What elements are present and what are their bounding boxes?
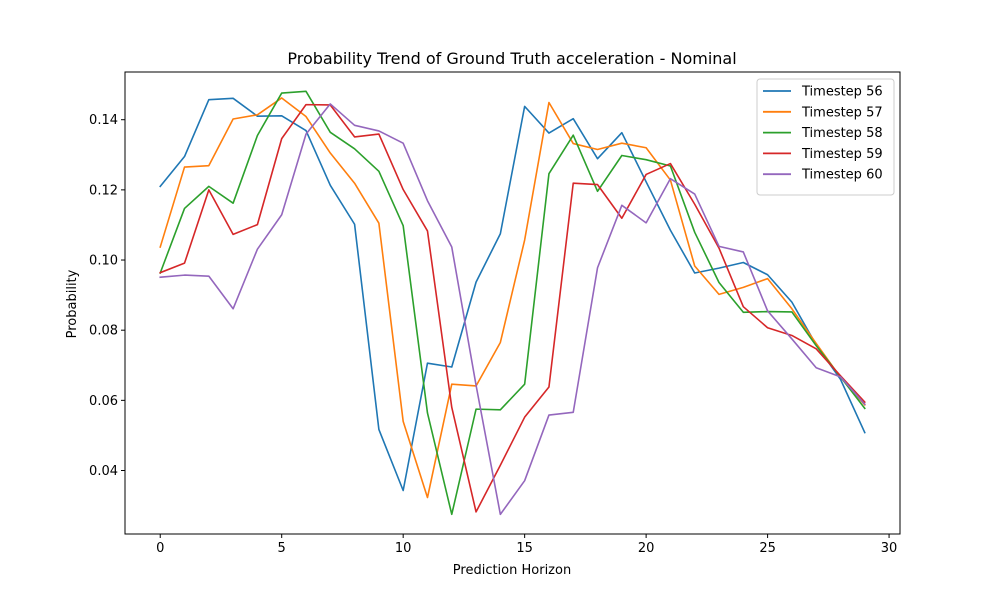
- x-tick-label-2: 10: [395, 541, 412, 556]
- legend-label-2: Timestep 58: [801, 126, 883, 141]
- series-line-3: [159, 103, 866, 513]
- x-axis-label: Prediction Horizon: [453, 563, 571, 578]
- y-tick-label-4: 0.12: [89, 183, 118, 198]
- y-tick-label-0: 0.04: [89, 464, 118, 479]
- y-axis-label: Probability: [65, 269, 80, 338]
- series-line-2: [159, 90, 866, 516]
- x-tick-label-6: 30: [881, 541, 898, 556]
- x-tick-label-5: 25: [759, 541, 776, 556]
- y-tick-label-1: 0.06: [89, 394, 118, 409]
- legend-label-3: Timestep 59: [801, 147, 883, 162]
- y-tick-label-5: 0.14: [89, 113, 118, 128]
- series-line-4: [159, 103, 866, 516]
- plot-area: 0 5 10 15 20 25 30 0.04 0.06 0.08 0.10 0.12 0.14: [89, 71, 901, 556]
- series-line-0: [159, 97, 866, 492]
- x-tick-label-0: 0: [156, 541, 164, 556]
- chart-title: Probability Trend of Ground Truth accele…: [287, 49, 736, 68]
- legend-label-0: Timestep 56: [801, 85, 883, 100]
- x-tick-label-3: 15: [516, 541, 533, 556]
- legend-box: [756, 78, 895, 196]
- y-tick-label-2: 0.08: [89, 324, 118, 339]
- x-tick-label-1: 5: [278, 541, 286, 556]
- axes-frame: [124, 71, 901, 535]
- legend: Timestep 56 Timestep 57 Timestep 58 Timeste…: [756, 78, 895, 196]
- legend-label-1: Timestep 57: [801, 105, 883, 120]
- x-tick-label-4: 20: [638, 541, 655, 556]
- y-tick-label-3: 0.10: [89, 254, 118, 269]
- legend-label-4: Timestep 60: [801, 168, 883, 183]
